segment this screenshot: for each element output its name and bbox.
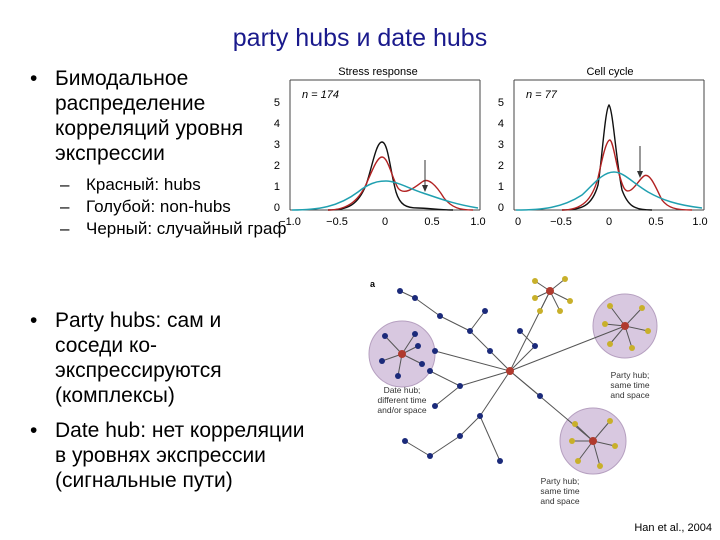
x-tick: −1.0 xyxy=(279,216,301,228)
x-tick: −0.5 xyxy=(550,216,572,228)
y-tick: 5 xyxy=(498,97,504,109)
y-tick: 0 xyxy=(498,202,504,214)
party-hub-label: same time xyxy=(610,380,649,390)
arrow-head xyxy=(422,185,428,192)
citation: Han et al., 2004 xyxy=(634,522,712,534)
sub-item-red: – Красный: hubs xyxy=(60,175,201,194)
party-hub-label: and space xyxy=(610,390,649,400)
x-tick: 0 xyxy=(382,216,388,228)
y-tick: 0 xyxy=(274,202,280,214)
y-tick: 3 xyxy=(274,139,280,151)
plot-title: Stress response xyxy=(338,66,417,78)
bullet-bimodal: • Бимодальное распределение корреляций у… xyxy=(30,66,270,166)
bullet-date-hub: • Date hub: нет корреляции в уровнях экс… xyxy=(30,418,310,493)
y-tick: 4 xyxy=(498,118,504,130)
hub-network-diagram: a xyxy=(368,276,658,506)
sub-list: – Красный: hubs – Голубой: non-hubs – Черны… xyxy=(60,174,296,240)
network-nodes xyxy=(379,288,543,464)
hubs-curve xyxy=(327,156,474,211)
x-tick: −0.5 xyxy=(326,216,348,228)
party-nodes xyxy=(532,276,651,469)
n-label: n = 77 xyxy=(526,89,558,101)
cell-cycle-plot: Cell cycle n = 77 5 4 3 2 1 0 0 −0.5 0 0… xyxy=(498,66,708,228)
y-tick: 2 xyxy=(498,160,504,172)
y-tick: 3 xyxy=(498,139,504,151)
x-tick: 1.0 xyxy=(470,216,485,228)
non-hubs-curve xyxy=(291,180,479,211)
y-tick: 1 xyxy=(274,181,280,193)
n-label: n = 174 xyxy=(302,89,339,101)
y-tick: 5 xyxy=(274,97,280,109)
y-tick: 4 xyxy=(274,118,280,130)
bullet-dot: • xyxy=(30,67,38,90)
sub-item-black: – Черный: случайный граф xyxy=(60,219,287,238)
plot-title: Cell cycle xyxy=(586,66,633,78)
panel-label: a xyxy=(370,279,376,289)
bullet-text: Date hub: нет корреляции в уровнях экспр… xyxy=(55,419,305,492)
party-hub-label: Party hub; xyxy=(611,370,650,380)
date-hub-label: different time xyxy=(378,395,427,405)
x-tick: 1.0 xyxy=(692,216,707,228)
party-hub-label: and space xyxy=(540,496,579,506)
y-tick: 2 xyxy=(274,160,280,172)
stress-response-plot: Stress response n = 174 5 4 3 2 1 0 −1.0… xyxy=(274,66,486,228)
non-hubs-curve xyxy=(515,171,703,211)
hubs-curve xyxy=(561,139,693,211)
date-hub-label: Date hub; xyxy=(384,385,421,395)
arrow-head xyxy=(637,171,643,178)
party-hub-label: Party hub; xyxy=(541,476,580,486)
bullet-party-hubs: • Party hubs: сам и соседи ко-экспрессир… xyxy=(30,308,280,408)
slide-title: party hubs и date hubs xyxy=(232,24,488,52)
bullet-dot: • xyxy=(30,419,38,442)
bullet-text: Party hubs: сам и соседи ко-экспрессирую… xyxy=(55,309,222,407)
bullet-dot: • xyxy=(30,309,38,332)
sub-item-blue: – Голубой: non-hubs xyxy=(60,197,231,216)
x-tick: 0 xyxy=(606,216,612,228)
y-tick: 1 xyxy=(498,181,504,193)
bullet-text: Бимодальное распределение корреляций уро… xyxy=(55,67,244,165)
x-tick: 0 xyxy=(515,216,521,228)
x-tick: 0.5 xyxy=(424,216,439,228)
date-hub-label: and/or space xyxy=(377,405,426,415)
party-hub-label: same time xyxy=(540,486,579,496)
random-curve xyxy=(561,103,653,211)
x-tick: 0.5 xyxy=(648,216,663,228)
hub-center-nodes xyxy=(398,287,629,445)
